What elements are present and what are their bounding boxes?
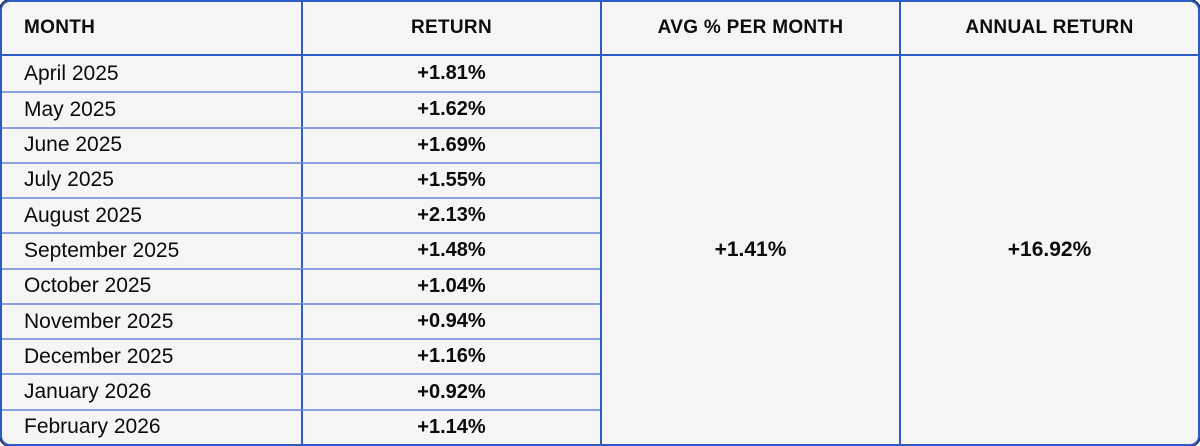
return-cell: +2.13% bbox=[301, 197, 600, 233]
month-cell: December 2025 bbox=[2, 338, 301, 373]
return-cell: +0.94% bbox=[301, 302, 600, 339]
month-cell: November 2025 bbox=[2, 302, 301, 338]
month-cell: August 2025 bbox=[2, 197, 301, 232]
column-header-avg-per-month: AVG % PER MONTH bbox=[600, 2, 899, 56]
return-cell: +1.55% bbox=[301, 161, 600, 198]
month-cell: October 2025 bbox=[2, 267, 301, 303]
return-cell: +1.48% bbox=[301, 232, 600, 268]
month-cell: February 2026 bbox=[2, 408, 301, 444]
column-header-return: RETURN bbox=[301, 2, 600, 56]
return-cell: +1.14% bbox=[301, 408, 600, 444]
month-cell: January 2026 bbox=[2, 373, 301, 408]
return-cell: +0.92% bbox=[301, 373, 600, 409]
return-cell: +1.04% bbox=[301, 267, 600, 303]
month-cell: April 2025 bbox=[24, 61, 119, 85]
return-cell: +1.62% bbox=[301, 91, 600, 127]
month-cell: May 2025 bbox=[2, 91, 301, 126]
return-cell: +1.69% bbox=[301, 126, 600, 162]
month-cell: September 2025 bbox=[2, 232, 301, 267]
column-header-annual-return: ANNUAL RETURN bbox=[899, 2, 1198, 56]
return-cell: +1.16% bbox=[301, 338, 600, 374]
avg-per-month-value: +1.41% bbox=[600, 56, 899, 444]
month-cell: June 2025 bbox=[2, 126, 301, 162]
column-header-month: MONTH bbox=[2, 2, 301, 56]
month-cell: July 2025 bbox=[2, 161, 301, 197]
annual-return-value: +16.92% bbox=[899, 56, 1198, 444]
return-cell: +1.81% bbox=[301, 56, 600, 92]
